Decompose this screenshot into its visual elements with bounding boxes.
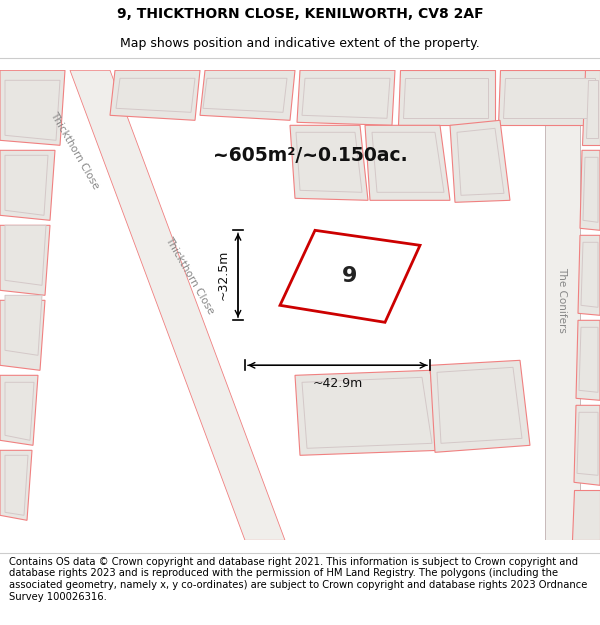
Polygon shape xyxy=(116,78,195,112)
Polygon shape xyxy=(5,382,34,440)
Polygon shape xyxy=(581,242,598,308)
Polygon shape xyxy=(430,360,530,452)
Polygon shape xyxy=(0,70,65,145)
Text: 9: 9 xyxy=(343,266,358,286)
Polygon shape xyxy=(5,295,42,355)
Polygon shape xyxy=(577,412,598,475)
Polygon shape xyxy=(582,70,600,145)
Polygon shape xyxy=(5,225,46,285)
Polygon shape xyxy=(450,120,510,202)
Polygon shape xyxy=(70,70,285,540)
Text: 9, THICKTHORN CLOSE, KENILWORTH, CV8 2AF: 9, THICKTHORN CLOSE, KENILWORTH, CV8 2AF xyxy=(116,8,484,21)
Polygon shape xyxy=(0,450,32,520)
Polygon shape xyxy=(0,225,50,295)
Polygon shape xyxy=(457,128,504,195)
Polygon shape xyxy=(296,132,362,192)
Polygon shape xyxy=(437,368,522,443)
Text: ~42.9m: ~42.9m xyxy=(313,378,362,390)
Text: Thickthorn Close: Thickthorn Close xyxy=(49,110,101,191)
Polygon shape xyxy=(545,70,580,540)
Polygon shape xyxy=(503,78,595,118)
Text: Contains OS data © Crown copyright and database right 2021. This information is : Contains OS data © Crown copyright and d… xyxy=(9,557,587,601)
Text: ~32.5m: ~32.5m xyxy=(217,250,230,301)
Text: The Conifers: The Conifers xyxy=(557,268,567,333)
Polygon shape xyxy=(576,320,600,400)
Polygon shape xyxy=(297,70,395,125)
Polygon shape xyxy=(580,150,600,230)
Polygon shape xyxy=(572,490,600,540)
Polygon shape xyxy=(365,125,450,200)
Polygon shape xyxy=(398,70,495,125)
Text: Thickthorn Close: Thickthorn Close xyxy=(164,235,216,316)
Text: Map shows position and indicative extent of the property.: Map shows position and indicative extent… xyxy=(120,37,480,49)
Polygon shape xyxy=(200,70,295,120)
Polygon shape xyxy=(280,230,420,322)
Polygon shape xyxy=(403,78,488,118)
Polygon shape xyxy=(5,80,60,140)
Polygon shape xyxy=(0,300,45,370)
Polygon shape xyxy=(574,405,600,485)
Polygon shape xyxy=(5,155,48,215)
Polygon shape xyxy=(110,70,200,120)
Polygon shape xyxy=(0,375,38,445)
Polygon shape xyxy=(578,235,600,315)
Polygon shape xyxy=(290,125,368,200)
Polygon shape xyxy=(0,150,55,220)
Polygon shape xyxy=(302,78,390,118)
Polygon shape xyxy=(498,70,600,125)
Polygon shape xyxy=(5,455,28,515)
Polygon shape xyxy=(579,328,598,392)
Polygon shape xyxy=(295,370,440,455)
Polygon shape xyxy=(372,132,444,192)
Polygon shape xyxy=(586,80,598,138)
Polygon shape xyxy=(583,158,598,222)
Polygon shape xyxy=(203,78,287,112)
Text: ~605m²/~0.150ac.: ~605m²/~0.150ac. xyxy=(212,146,407,165)
Polygon shape xyxy=(302,378,432,448)
